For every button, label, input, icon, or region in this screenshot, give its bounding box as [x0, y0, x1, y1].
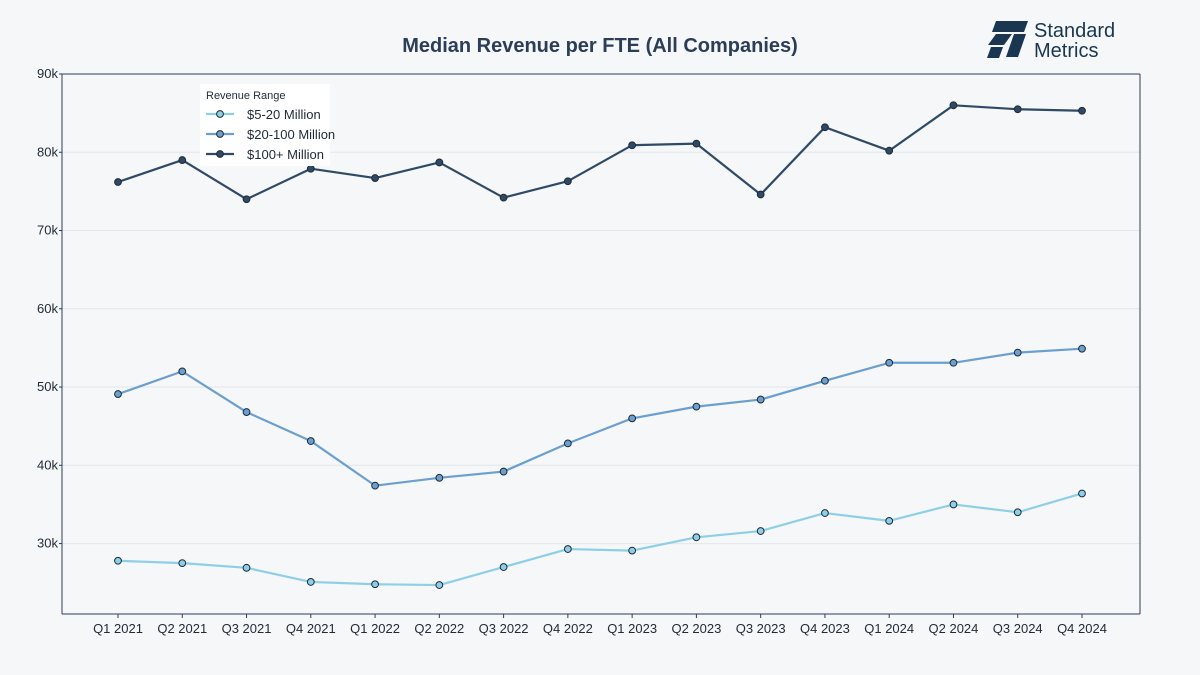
data-point[interactable]	[114, 390, 122, 398]
data-point[interactable]	[563, 439, 572, 448]
legend-swatch-marker	[216, 110, 224, 118]
x-tick-label: Q3 2021	[222, 621, 272, 636]
data-point[interactable]	[1078, 344, 1086, 353]
data-point[interactable]	[821, 376, 829, 385]
data-point[interactable]	[692, 402, 701, 411]
data-point[interactable]	[756, 190, 765, 199]
data-point[interactable]	[499, 467, 508, 476]
y-tick-label: 40k	[37, 457, 58, 472]
legend-item[interactable]: $5-20 Million	[206, 107, 321, 122]
data-point[interactable]	[371, 174, 379, 182]
legend[interactable]: Revenue Range $5-20 Million $20-100 Milli…	[200, 84, 335, 166]
data-point[interactable]	[692, 533, 701, 542]
data-point[interactable]	[178, 156, 187, 164]
x-tick-label: Q1 2023	[607, 621, 657, 636]
y-tick-label: 70k	[37, 223, 58, 238]
data-point[interactable]	[114, 178, 122, 186]
series-lines	[114, 101, 1086, 589]
y-tick-label: 50k	[37, 379, 58, 394]
x-tick-label: Q2 2024	[929, 621, 979, 636]
data-point[interactable]	[949, 500, 958, 509]
data-point[interactable]	[1013, 508, 1022, 517]
data-point[interactable]	[435, 473, 444, 482]
data-point[interactable]	[821, 509, 829, 517]
data-point[interactable]	[435, 581, 444, 589]
series-1	[114, 489, 1086, 589]
legend-label: $20-100 Million	[247, 127, 335, 142]
data-point[interactable]	[1078, 106, 1086, 115]
data-point[interactable]	[949, 101, 958, 110]
series-line	[117, 104, 1083, 201]
axes	[61, 73, 1141, 615]
y-tick-label: 80k	[37, 144, 58, 159]
data-point[interactable]	[306, 437, 315, 445]
series-3	[114, 101, 1086, 204]
data-point[interactable]	[885, 358, 894, 367]
data-point[interactable]	[435, 158, 444, 167]
data-point[interactable]	[885, 146, 894, 155]
x-tick-label: Q2 2021	[157, 621, 207, 636]
data-point[interactable]	[628, 546, 637, 555]
legend-label: $5-20 Million	[247, 107, 321, 122]
data-point[interactable]	[178, 367, 187, 376]
y-axis-ticks: 30k 40k 50k 60k 70k 80k 90k	[37, 66, 62, 551]
data-point[interactable]	[1078, 489, 1086, 498]
data-point[interactable]	[756, 395, 765, 404]
data-point[interactable]	[114, 556, 122, 565]
legend-item[interactable]: $100+ Million	[206, 147, 324, 162]
x-tick-label: Q4 2022	[543, 621, 593, 636]
series-line	[117, 347, 1083, 487]
data-point[interactable]	[628, 414, 637, 423]
data-point[interactable]	[371, 580, 379, 589]
data-point[interactable]	[1013, 105, 1022, 114]
brand-logo: Standard Metrics	[987, 20, 1115, 62]
legend-item[interactable]: $20-100 Million	[206, 127, 335, 142]
data-point[interactable]	[306, 164, 315, 173]
x-tick-label: Q3 2023	[736, 621, 786, 636]
standard-metrics-logo-icon	[987, 21, 1028, 58]
x-tick-label: Q2 2023	[671, 621, 721, 636]
data-point[interactable]	[242, 195, 251, 204]
data-point[interactable]	[949, 358, 958, 367]
data-point[interactable]	[499, 563, 508, 571]
data-point[interactable]	[178, 559, 187, 568]
data-point[interactable]	[242, 563, 251, 572]
x-tick-label: Q4 2021	[286, 621, 336, 636]
data-point[interactable]	[692, 139, 701, 148]
x-tick-label: Q4 2023	[800, 621, 850, 636]
data-point[interactable]	[371, 481, 379, 490]
data-point[interactable]	[563, 177, 572, 186]
legend-label: $100+ Million	[247, 147, 324, 162]
data-point[interactable]	[756, 527, 765, 535]
y-tick-label: 90k	[37, 66, 58, 81]
brand-name-line1: Standard	[1034, 20, 1115, 42]
legend-title: Revenue Range	[206, 90, 286, 102]
y-tick-label: 30k	[37, 536, 58, 551]
data-point[interactable]	[499, 193, 508, 202]
x-axis-ticks: Q1 2021 Q2 2021 Q3 2021 Q4 2021 Q1 2022 Q2 20…	[93, 614, 1107, 636]
data-point[interactable]	[563, 545, 572, 553]
data-point[interactable]	[242, 408, 251, 416]
data-point[interactable]	[885, 516, 894, 525]
brand-name-line2: Metrics	[1034, 40, 1098, 62]
x-tick-label: Q4 2024	[1057, 621, 1107, 636]
series-line	[117, 492, 1083, 587]
y-tick-label: 60k	[37, 301, 58, 316]
data-point[interactable]	[306, 578, 315, 586]
x-tick-label: Q3 2024	[993, 621, 1043, 636]
x-tick-label: Q2 2022	[414, 621, 464, 636]
data-point[interactable]	[1013, 348, 1022, 357]
x-tick-label: Q1 2021	[93, 621, 143, 636]
x-tick-label: Q1 2024	[864, 621, 914, 636]
data-point[interactable]	[628, 141, 637, 150]
x-tick-label: Q3 2022	[479, 621, 529, 636]
legend-swatch-marker	[216, 150, 224, 158]
legend-swatch-marker	[216, 130, 224, 138]
series-2	[114, 344, 1086, 490]
chart-title: Median Revenue per FTE (All Companies)	[402, 35, 798, 57]
x-tick-label: Q1 2022	[350, 621, 400, 636]
data-point[interactable]	[821, 123, 829, 132]
